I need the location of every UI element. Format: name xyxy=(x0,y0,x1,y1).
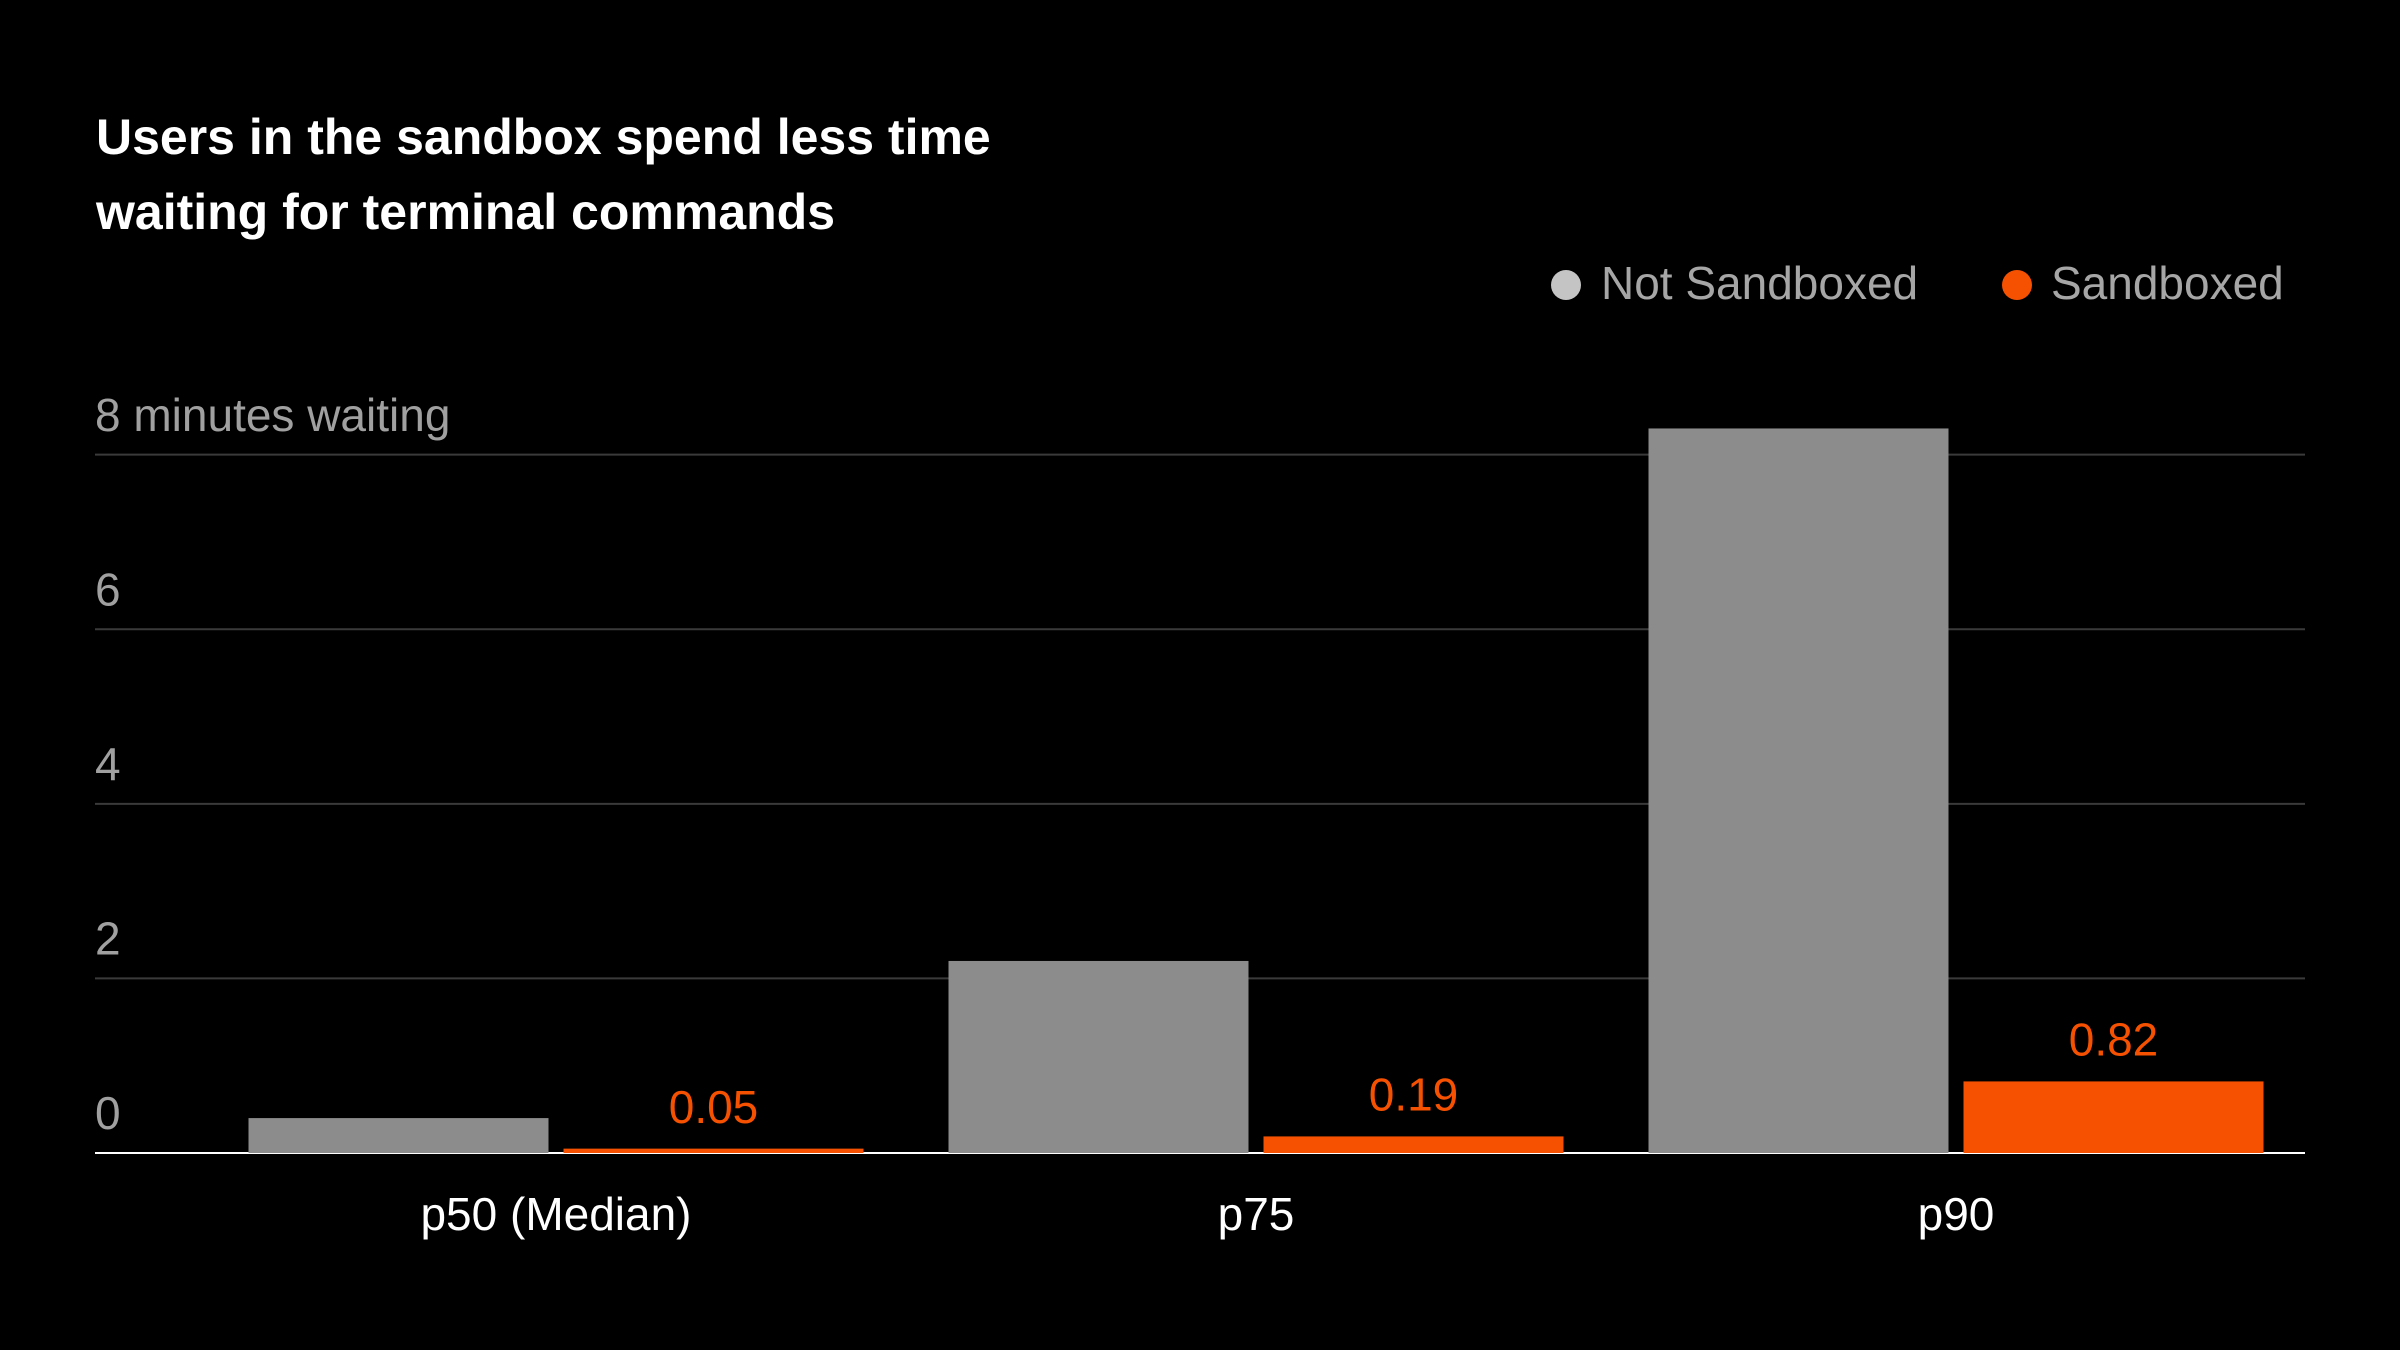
x-tick-label: p50 (Median) xyxy=(420,1188,691,1240)
bar xyxy=(1648,428,1949,1153)
y-tick-label: 6 xyxy=(95,563,121,615)
y-tick-label: 2 xyxy=(95,913,121,965)
x-tick-label: p90 xyxy=(1918,1188,1995,1240)
data-label: 0.19 xyxy=(1369,1069,1459,1121)
legend-label: Sandboxed xyxy=(2051,257,2284,309)
y-tick-label: 0 xyxy=(95,1087,121,1139)
legend-marker xyxy=(2002,270,2032,300)
x-tick-label: p75 xyxy=(1218,1188,1295,1240)
data-label: 0.05 xyxy=(669,1081,759,1133)
bar xyxy=(1263,1136,1564,1153)
bar xyxy=(563,1148,864,1153)
bar xyxy=(248,1118,549,1153)
bar xyxy=(1963,1081,2264,1153)
data-label: 0.82 xyxy=(2069,1014,2159,1066)
legend-label: Not Sandboxed xyxy=(1601,257,1918,309)
y-tick-label: 8 minutes waiting xyxy=(95,389,450,441)
chart-title: Users in the sandbox spend less time wai… xyxy=(96,109,991,240)
y-tick-label: 4 xyxy=(95,738,121,790)
bar xyxy=(948,960,1249,1153)
legend-marker xyxy=(1551,270,1581,300)
